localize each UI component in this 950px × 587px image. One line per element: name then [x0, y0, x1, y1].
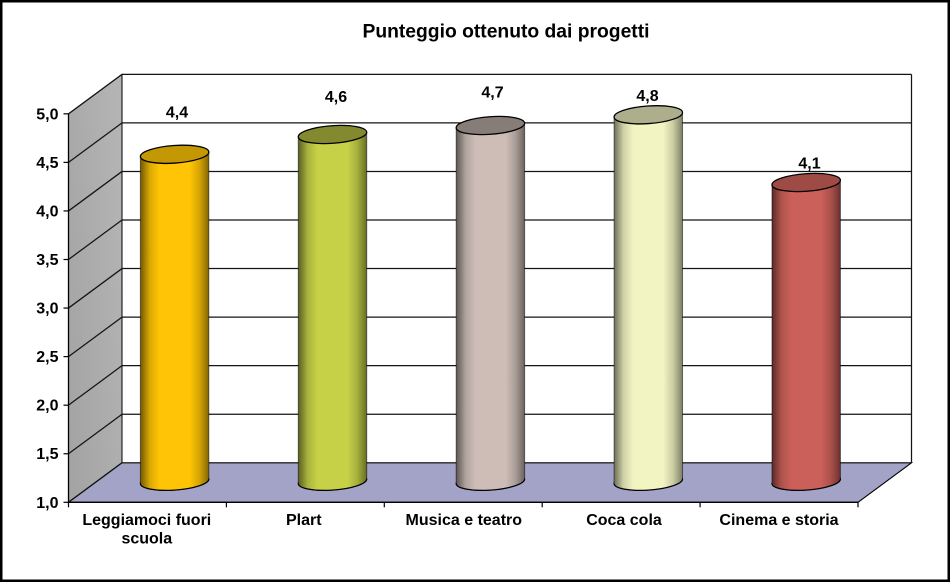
svg-text:4,6: 4,6: [325, 89, 347, 106]
svg-text:5,0: 5,0: [36, 106, 58, 123]
svg-text:scuola: scuola: [121, 531, 172, 548]
svg-text:Plart: Plart: [286, 512, 322, 529]
svg-text:4,8: 4,8: [636, 88, 658, 105]
svg-text:3,5: 3,5: [36, 252, 58, 269]
svg-text:3,0: 3,0: [36, 301, 58, 318]
svg-text:Punteggio ottenuto dai progett: Punteggio ottenuto dai progetti: [362, 22, 649, 43]
svg-text:Coca cola: Coca cola: [586, 512, 662, 529]
svg-text:4,5: 4,5: [36, 155, 58, 172]
svg-text:Musica e teatro: Musica e teatro: [406, 512, 523, 529]
svg-text:4,7: 4,7: [481, 85, 503, 102]
svg-text:Leggiamoci fuori: Leggiamoci fuori: [82, 512, 211, 529]
svg-text:4,4: 4,4: [166, 105, 188, 122]
svg-text:2,0: 2,0: [36, 398, 58, 415]
svg-text:1,0: 1,0: [36, 495, 58, 512]
svg-text:Cinema e storia: Cinema e storia: [719, 512, 838, 529]
svg-text:4,1: 4,1: [798, 156, 820, 173]
svg-text:4,0: 4,0: [36, 203, 58, 220]
svg-text:2,5: 2,5: [36, 349, 58, 366]
svg-text:1,5: 1,5: [36, 446, 58, 463]
